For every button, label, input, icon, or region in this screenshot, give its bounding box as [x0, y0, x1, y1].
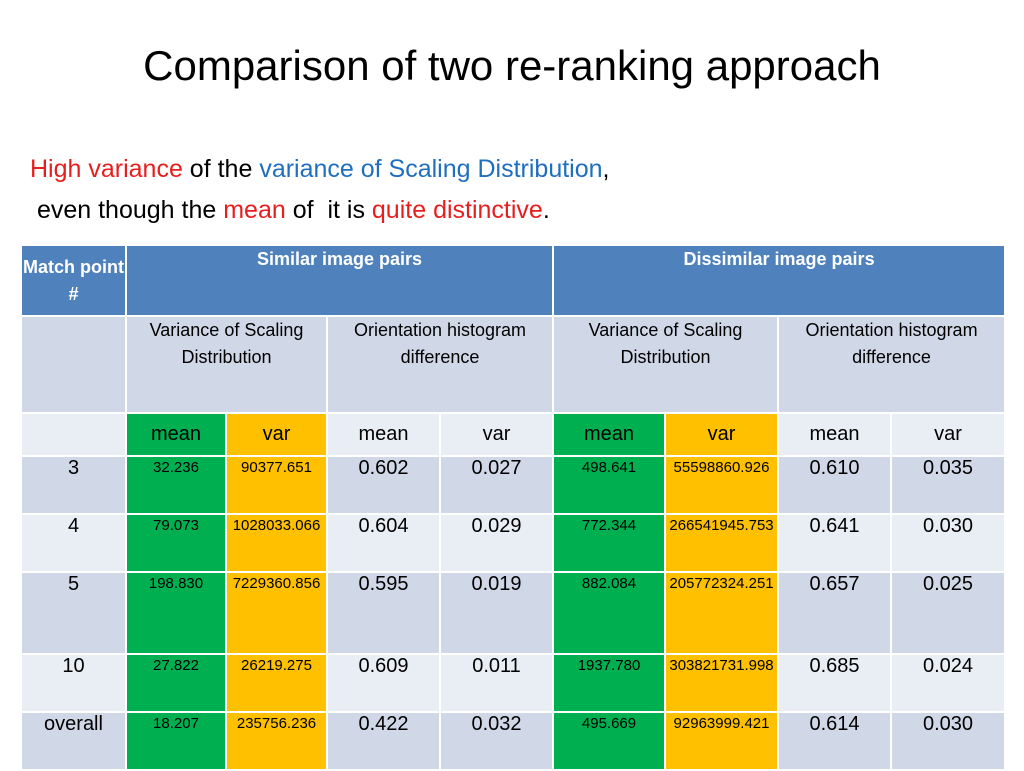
table-row: 5 198.830 7229360.856 0.595 0.019 882.08…	[20, 571, 1007, 655]
subtitle-line-2: even though the mean of it is quite dist…	[30, 194, 550, 226]
dissimilar-oh-var-label: var	[890, 412, 1007, 457]
match-point-cell: 3	[20, 455, 127, 515]
similar-oh-mean-label: mean	[326, 412, 441, 457]
dissimilar-oh-var-cell: 0.030	[890, 711, 1007, 771]
similar-oh-mean-cell: 0.422	[326, 711, 441, 771]
dissimilar-oh-mean-label: mean	[777, 412, 893, 457]
similar-vs-mean-cell: 79.073	[125, 513, 227, 573]
mean-text: mean	[223, 196, 286, 224]
dissimilar-oh-mean-cell: 0.641	[777, 513, 893, 573]
empty-cell	[20, 315, 127, 414]
dissimilar-vs-var-cell: 205772324.251	[664, 571, 780, 655]
comparison-table: Match point # Similar image pairs Dissim…	[20, 244, 1007, 771]
dissimilar-vs-var-cell: 92963999.421	[664, 711, 780, 771]
table-row: overall 18.207 235756.236 0.422 0.032 49…	[20, 711, 1007, 771]
similar-oh-var-cell: 0.032	[438, 711, 555, 771]
subtitle-line-1: High variance of the variance of Scaling…	[30, 153, 610, 185]
dissimilar-oh-var-cell: 0.030	[890, 513, 1007, 573]
dissimilar-vs-var-cell: 266541945.753	[664, 513, 780, 573]
dissimilar-variance-header: Variance of Scaling Distribution	[552, 315, 780, 414]
match-point-cell: 5	[20, 571, 127, 655]
similar-oh-var-cell: 0.019	[438, 571, 555, 655]
subheader-row: Variance of Scaling Distribution Orienta…	[20, 315, 1007, 414]
similar-vs-mean-label: mean	[125, 412, 227, 457]
slide-title: Comparison of two re-ranking approach	[143, 42, 881, 89]
dissimilar-oh-mean-cell: 0.614	[777, 711, 893, 771]
dissimilar-oh-mean-cell: 0.685	[777, 653, 893, 713]
similar-oh-var-cell: 0.011	[438, 653, 555, 713]
empty-cell	[20, 412, 127, 457]
variance-scaling-text: variance of Scaling Distribution	[259, 155, 603, 183]
high-variance-text: High variance	[30, 155, 183, 183]
dissimilar-vs-var-cell: 303821731.998	[664, 653, 780, 713]
similar-vs-var-label: var	[225, 412, 328, 457]
similar-pairs-header: Similar image pairs	[124, 244, 555, 317]
dissimilar-vs-mean-cell: 495.669	[552, 711, 667, 771]
match-point-cell: 4	[20, 513, 127, 573]
dissimilar-oh-var-cell: 0.024	[890, 653, 1007, 713]
match-point-cell: 10	[20, 653, 127, 713]
similar-vs-var-cell: 235756.236	[225, 711, 328, 771]
similar-vs-mean-cell: 198.830	[125, 571, 227, 655]
dissimilar-oh-mean-cell: 0.610	[777, 455, 893, 515]
similar-oh-mean-cell: 0.604	[326, 513, 441, 573]
table-row: 3 32.236 90377.651 0.602 0.027 498.641 5…	[20, 455, 1007, 515]
dissimilar-vs-mean-cell: 1937.780	[552, 653, 667, 713]
dissimilar-vs-var-cell: 55598860.926	[664, 455, 780, 515]
subtitle-text: of the	[182, 155, 260, 183]
dissimilar-vs-mean-cell: 498.641	[552, 455, 667, 515]
dissimilar-vs-mean-cell: 882.084	[552, 571, 667, 655]
dissimilar-oh-var-cell: 0.025	[890, 571, 1007, 655]
subtitle-text: of it is	[285, 196, 372, 224]
subtitle-text: ,	[602, 155, 610, 183]
dissimilar-vs-mean-cell: 772.344	[552, 513, 667, 573]
dissimilar-pairs-header: Dissimilar image pairs	[552, 244, 1007, 317]
subtitle-text: .	[542, 196, 550, 224]
similar-vs-var-cell: 26219.275	[225, 653, 328, 713]
similar-vs-mean-cell: 18.207	[125, 711, 227, 771]
dissimilar-orientation-header: Orientation histogram difference	[777, 315, 1007, 414]
quite-distinctive-text: quite distinctive	[371, 196, 543, 224]
dissimilar-vs-mean-label: mean	[552, 412, 667, 457]
similar-vs-var-cell: 90377.651	[225, 455, 328, 515]
similar-orientation-header: Orientation histogram difference	[325, 315, 555, 414]
subtitle-text: even though the	[30, 196, 224, 224]
stat-label-row: mean var mean var mean var mean var	[20, 412, 1007, 457]
dissimilar-oh-var-cell: 0.035	[890, 455, 1007, 515]
similar-vs-mean-cell: 27.822	[125, 653, 227, 713]
similar-oh-var-cell: 0.029	[438, 513, 555, 573]
dissimilar-oh-mean-cell: 0.657	[777, 571, 893, 655]
similar-variance-header: Variance of Scaling Distribution	[125, 315, 328, 414]
table-row: 10 27.822 26219.275 0.609 0.011 1937.780…	[20, 653, 1007, 713]
similar-oh-var-cell: 0.027	[438, 455, 555, 515]
similar-vs-var-cell: 7229360.856	[225, 571, 328, 655]
similar-oh-mean-cell: 0.602	[326, 455, 441, 515]
match-point-header: Match point #	[20, 244, 127, 317]
header-row: Match point # Similar image pairs Dissim…	[20, 244, 1007, 317]
similar-vs-mean-cell: 32.236	[125, 455, 227, 515]
similar-oh-var-label: var	[438, 412, 555, 457]
similar-vs-var-cell: 1028033.066	[225, 513, 328, 573]
similar-oh-mean-cell: 0.609	[326, 653, 441, 713]
match-point-cell: overall	[20, 711, 127, 771]
similar-oh-mean-cell: 0.595	[326, 571, 441, 655]
table-row: 4 79.073 1028033.066 0.604 0.029 772.344…	[20, 513, 1007, 573]
dissimilar-vs-var-label: var	[664, 412, 780, 457]
